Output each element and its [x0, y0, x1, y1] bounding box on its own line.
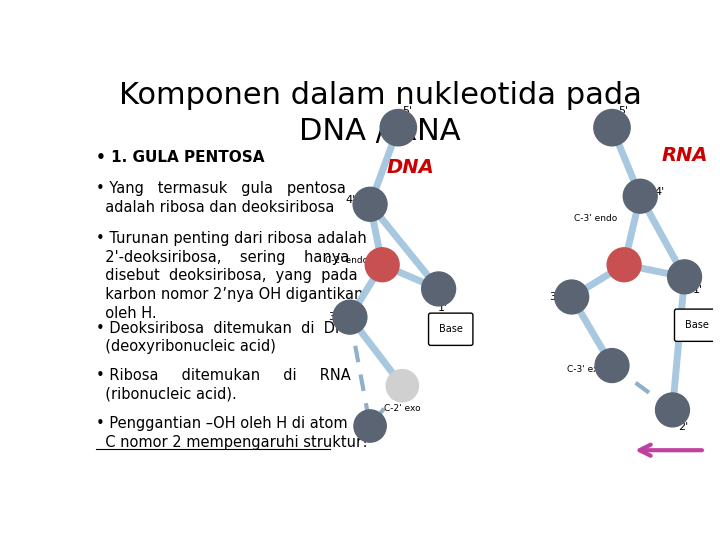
Circle shape: [595, 349, 629, 382]
Circle shape: [422, 272, 456, 306]
Text: Komponen dalam nukleotida pada: Komponen dalam nukleotida pada: [119, 82, 642, 111]
Text: Base: Base: [685, 320, 708, 330]
Circle shape: [667, 260, 701, 294]
Text: C-3' exo: C-3' exo: [567, 365, 604, 374]
Text: 5': 5': [618, 105, 628, 116]
Text: • Penggantian –OH oleh H di atom
  C nomor 2 mempengaruhi struktur!: • Penggantian –OH oleh H di atom C nomor…: [96, 416, 368, 450]
Text: RNA: RNA: [662, 146, 708, 165]
Text: 4': 4': [346, 195, 356, 205]
Circle shape: [333, 300, 367, 334]
Text: C-3' endo: C-3' endo: [575, 214, 618, 224]
Text: 4': 4': [654, 187, 665, 197]
Text: 3': 3': [328, 312, 338, 322]
Text: C-2' endo: C-2' endo: [325, 256, 368, 265]
Text: DNA: DNA: [387, 158, 434, 178]
Circle shape: [386, 369, 418, 402]
FancyBboxPatch shape: [428, 313, 473, 346]
Circle shape: [554, 280, 589, 314]
Text: • Ribosa     ditemukan     di     RNA
  (ribonucleic acid).: • Ribosa ditemukan di RNA (ribonucleic a…: [96, 368, 351, 402]
Circle shape: [354, 410, 386, 442]
Text: 1': 1': [693, 285, 703, 295]
Text: • 1. GULA PENTOSA: • 1. GULA PENTOSA: [96, 150, 264, 165]
Text: 5': 5': [402, 105, 413, 116]
Text: Base: Base: [438, 324, 463, 334]
Text: C-2' exo: C-2' exo: [384, 404, 420, 413]
Text: • Yang   termasuk   gula   pentosa
  adalah ribosa dan deoksiribosa: • Yang termasuk gula pentosa adalah ribo…: [96, 181, 346, 215]
FancyBboxPatch shape: [675, 309, 719, 341]
Text: 3': 3': [549, 292, 559, 302]
Circle shape: [380, 110, 416, 146]
Text: 2': 2': [678, 422, 689, 432]
Circle shape: [353, 187, 387, 221]
Text: • Turunan penting dari ribosa adalah
  2'-deoksiribosa,    sering    hanya
  dis: • Turunan penting dari ribosa adalah 2'-…: [96, 231, 366, 321]
Circle shape: [655, 393, 690, 427]
Circle shape: [594, 110, 630, 146]
Circle shape: [624, 179, 657, 213]
Circle shape: [365, 248, 399, 282]
Text: • Deoksiribosa  ditemukan  di  DNA
  (deoxyribonucleic acid): • Deoksiribosa ditemukan di DNA (deoxyri…: [96, 321, 356, 354]
Text: DNA / RNA: DNA / RNA: [300, 117, 461, 146]
Text: 1': 1': [438, 303, 448, 313]
Circle shape: [607, 248, 641, 282]
